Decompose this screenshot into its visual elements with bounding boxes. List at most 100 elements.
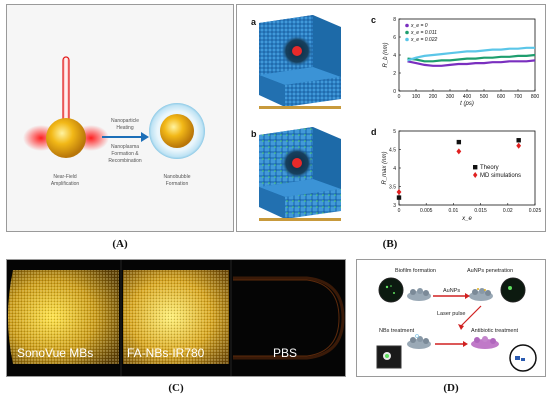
chart-d-xtick-label: 0.005 — [420, 208, 433, 214]
panel-label-d: (D) — [443, 382, 459, 394]
chart-label-d: d — [371, 127, 377, 137]
chart-c-legend-label-1: x_e = 0.011 — [410, 30, 437, 36]
panel-label-b: (B) — [382, 238, 398, 250]
label-sonovue: SonoVue MBs — [17, 346, 94, 360]
right-caption-1: Nanobubble — [164, 174, 191, 180]
chart-c-ylabel: R_b (nm) — [383, 42, 389, 67]
gold-core-b — [292, 158, 302, 168]
step-nanoplasma: Nanoplasma — [111, 144, 139, 150]
panel-b: a b c 0 100 200 300 400 500 600 700 800 0 2 4 6 8 x_e … — [236, 4, 546, 232]
chart-d-legend-label-0: Theory — [480, 165, 499, 171]
ultrasound-image-fa-nbs — [123, 270, 229, 364]
chart-d-ytick-label: 4 — [393, 166, 396, 172]
step-formation: Formation & — [111, 151, 139, 157]
chart-c-xtick-label: 500 — [480, 94, 489, 100]
chart-c-series-line-1 — [407, 53, 536, 63]
chart-c-xtick-label: 400 — [463, 94, 472, 100]
arrow-aunps-icon — [465, 293, 470, 299]
sim-label-a: a — [251, 17, 257, 27]
cell-cluster-bottom-right — [471, 336, 499, 349]
cell-cluster-top-left — [407, 288, 431, 301]
gold-core-a — [292, 46, 302, 56]
arrow-laser-icon — [458, 324, 464, 330]
ultrasound-image-sonovue — [8, 270, 119, 364]
chart-c-ytick-label: 2 — [393, 71, 396, 77]
sim-label-b: b — [251, 129, 257, 139]
panel-label-c: (C) — [168, 382, 184, 394]
label-aunps-penetration: AuNPs penetration — [467, 268, 513, 274]
chart-c-series-line-2 — [407, 46, 535, 62]
chart-c-legend-marker-1 — [405, 30, 409, 35]
chart-c-legend-marker-2 — [405, 37, 409, 42]
chart-c-series-line-0 — [407, 59, 536, 67]
label-biofilm-formation: Biofilm formation — [395, 268, 436, 274]
label-nbs-treatment: NBs treatment — [379, 328, 415, 334]
chart-c-xtick-label: 700 — [514, 94, 523, 100]
chart-d-frame — [398, 130, 536, 206]
chart-c-ytick-label: 4 — [393, 53, 396, 59]
laser-beam — [62, 56, 70, 124]
label-pbs: PBS — [273, 346, 298, 360]
chart-d-legend-marker-0 — [473, 165, 478, 170]
chart-d-point-theory-0 — [396, 195, 402, 200]
panel-label-a: (A) — [112, 238, 128, 250]
left-caption-1: Near-Field — [53, 174, 77, 180]
cell-cluster-bottom-left — [407, 334, 431, 349]
panel-a: Nanoparticle Heating Nanoplasma Formatio… — [6, 4, 234, 232]
chart-d-ytick-label: 5 — [393, 129, 396, 135]
chart-d-legend-label-1: MD simulations — [480, 173, 521, 179]
step-heating: Heating — [116, 125, 133, 131]
md-simulation-a — [259, 15, 341, 109]
arrow-nbs-icon — [463, 341, 468, 347]
chart-d-ytick-label: 3.5 — [389, 184, 396, 190]
chart-d-ytick-label: 3 — [393, 203, 396, 209]
chart-c-xtick-label: 0 — [398, 94, 401, 100]
chart-c-xtick-label: 300 — [446, 94, 455, 100]
chart-c-ytick-label: 0 — [393, 89, 396, 95]
chart-d-xtick-label: 0 — [398, 208, 401, 214]
right-caption-2: Formation — [166, 181, 189, 187]
panel-c: SonoVue MBs FA-NBs-IR780 PBS — [6, 259, 346, 377]
step-nanoparticle: Nanoparticle — [111, 118, 139, 124]
chart-d-ylabel: R_max (nm) — [382, 151, 388, 184]
chart-c-legend-label-0: x_e = 0 — [410, 23, 428, 29]
chart-c-ytick-label: 6 — [393, 35, 396, 41]
panel-d: Biofilm formation AuNPs penetration AuNP… — [356, 259, 546, 377]
chart-c-xtick-label: 800 — [531, 94, 540, 100]
chart-c-xtick-label: 200 — [429, 94, 438, 100]
chart-c-legend-marker-0 — [405, 23, 409, 28]
label-aunps: AuNPs — [443, 288, 460, 294]
chart-d-xtick-label: 0.015 — [474, 208, 487, 214]
chart-c-xlabel: t (ps) — [460, 101, 474, 107]
label-antibiotic-treatment: Antibiotic treatment — [471, 328, 519, 334]
chart-d-xtick-label: 0.025 — [529, 208, 542, 214]
gold-nanoparticle — [46, 118, 86, 158]
chart-d-xlabel: x_e — [461, 216, 472, 222]
chart-d-ytick-label: 4.5 — [389, 147, 396, 153]
chart-d-point-theory-1 — [456, 139, 462, 145]
left-caption-2: Amplification — [51, 181, 80, 187]
gold-nanoparticle-in-bubble — [160, 114, 194, 148]
cell-cluster-top-right — [469, 288, 493, 301]
chart-d-legend-marker-1 — [473, 172, 478, 178]
label-laser-pulse: Laser pulse — [437, 311, 465, 317]
md-simulation-b — [259, 127, 341, 221]
panel-a-illustration: Nanoparticle Heating Nanoplasma Formatio… — [7, 5, 233, 231]
chart-d-point-md-1 — [456, 148, 462, 155]
label-fa-nbs-ir780: FA-NBs-IR780 — [127, 346, 205, 360]
chart-c-xtick-label: 100 — [412, 94, 421, 100]
chart-d-point-theory-2 — [516, 138, 521, 143]
chart-c-frame — [398, 18, 536, 92]
chart-d: 0 0.005 0.01 0.015 0.02 0.025 3 3.5 4 4.5 5 Theory M… — [382, 129, 541, 222]
chart-c-xtick-label: 600 — [497, 94, 506, 100]
step-recombination: Recombination — [108, 158, 142, 164]
chart-c-ytick-label: 8 — [393, 17, 396, 23]
arrow-head-icon — [141, 132, 149, 142]
chart-label-c: c — [371, 15, 376, 25]
chart-c-legend-label-2: x_e = 0.022 — [410, 37, 437, 43]
panel-b-illustration: a b c 0 100 200 300 400 500 600 700 800 0 2 4 6 8 x_e … — [251, 15, 541, 222]
chart-d-xtick-label: 0.02 — [503, 208, 513, 214]
biofilm-micrograph — [378, 277, 404, 303]
panel-d-schematic: Biofilm formation AuNPs penetration AuNP… — [357, 260, 545, 376]
